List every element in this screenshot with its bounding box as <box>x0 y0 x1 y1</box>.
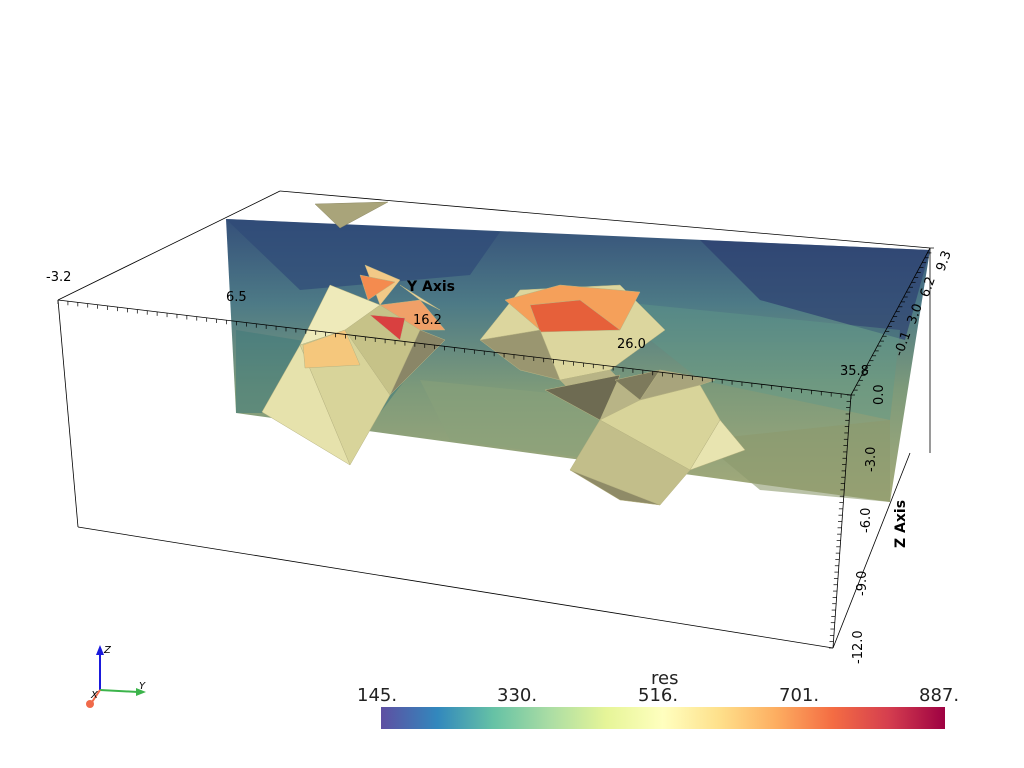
bounding-box-back <box>57 190 931 453</box>
orientation-y-label: Y <box>139 681 146 692</box>
y-axis-title: Y Axis <box>406 279 455 295</box>
isosurface-left <box>261 264 446 466</box>
orientation-x-axis <box>91 689 101 703</box>
colorbar-ramp <box>381 707 945 729</box>
orientation-z-label: Z <box>103 645 112 656</box>
z-axis-title: Z Axis <box>893 500 909 548</box>
isosurface-fragment <box>314 201 389 229</box>
y-tick-label: 16.2 <box>413 313 442 328</box>
x-tick-label: 9.3 <box>934 249 955 274</box>
colorbar-title: res <box>651 668 678 689</box>
z-tick-label: -9.0 <box>855 571 870 596</box>
colorbar-tick-label: 887. <box>919 685 959 706</box>
y-tick-label: 35.8 <box>840 364 869 379</box>
z-axis-tick-labels: 0.0 -3.0 -6.0 -9.0 -12.0 Z Axis <box>851 384 909 664</box>
orientation-y-axis <box>99 689 139 693</box>
x-tick-label: 6.2 <box>918 275 939 300</box>
x-tick-label: -3.2 <box>46 270 71 285</box>
y-arrow-icon <box>136 688 146 696</box>
z-tick-label: 0.0 <box>872 384 887 405</box>
colorbar-tick-label: 701. <box>779 685 819 706</box>
y-tick-label: 6.5 <box>226 290 247 305</box>
z-arrow-icon <box>96 645 104 655</box>
x-arrow-icon <box>86 700 94 708</box>
y-tick-label: 26.0 <box>617 337 646 352</box>
orientation-widget[interactable]: Z Y X <box>86 645 146 708</box>
z-tick-label: -3.0 <box>864 447 879 472</box>
axis-tick-marks <box>57 247 934 649</box>
z-tick-label: -6.0 <box>859 508 874 533</box>
colorbar-tick-label: 145. <box>357 685 397 706</box>
orientation-x-label: X <box>90 690 99 701</box>
colorbar: res 145. 330. 516. 701. 887. <box>357 668 959 729</box>
colorbar-tick-label: 516. <box>638 685 678 706</box>
colorbar-tick-label: 330. <box>497 685 537 706</box>
x-tick-label: 3.0 <box>905 302 926 327</box>
z-tick-label: -12.0 <box>851 630 866 664</box>
